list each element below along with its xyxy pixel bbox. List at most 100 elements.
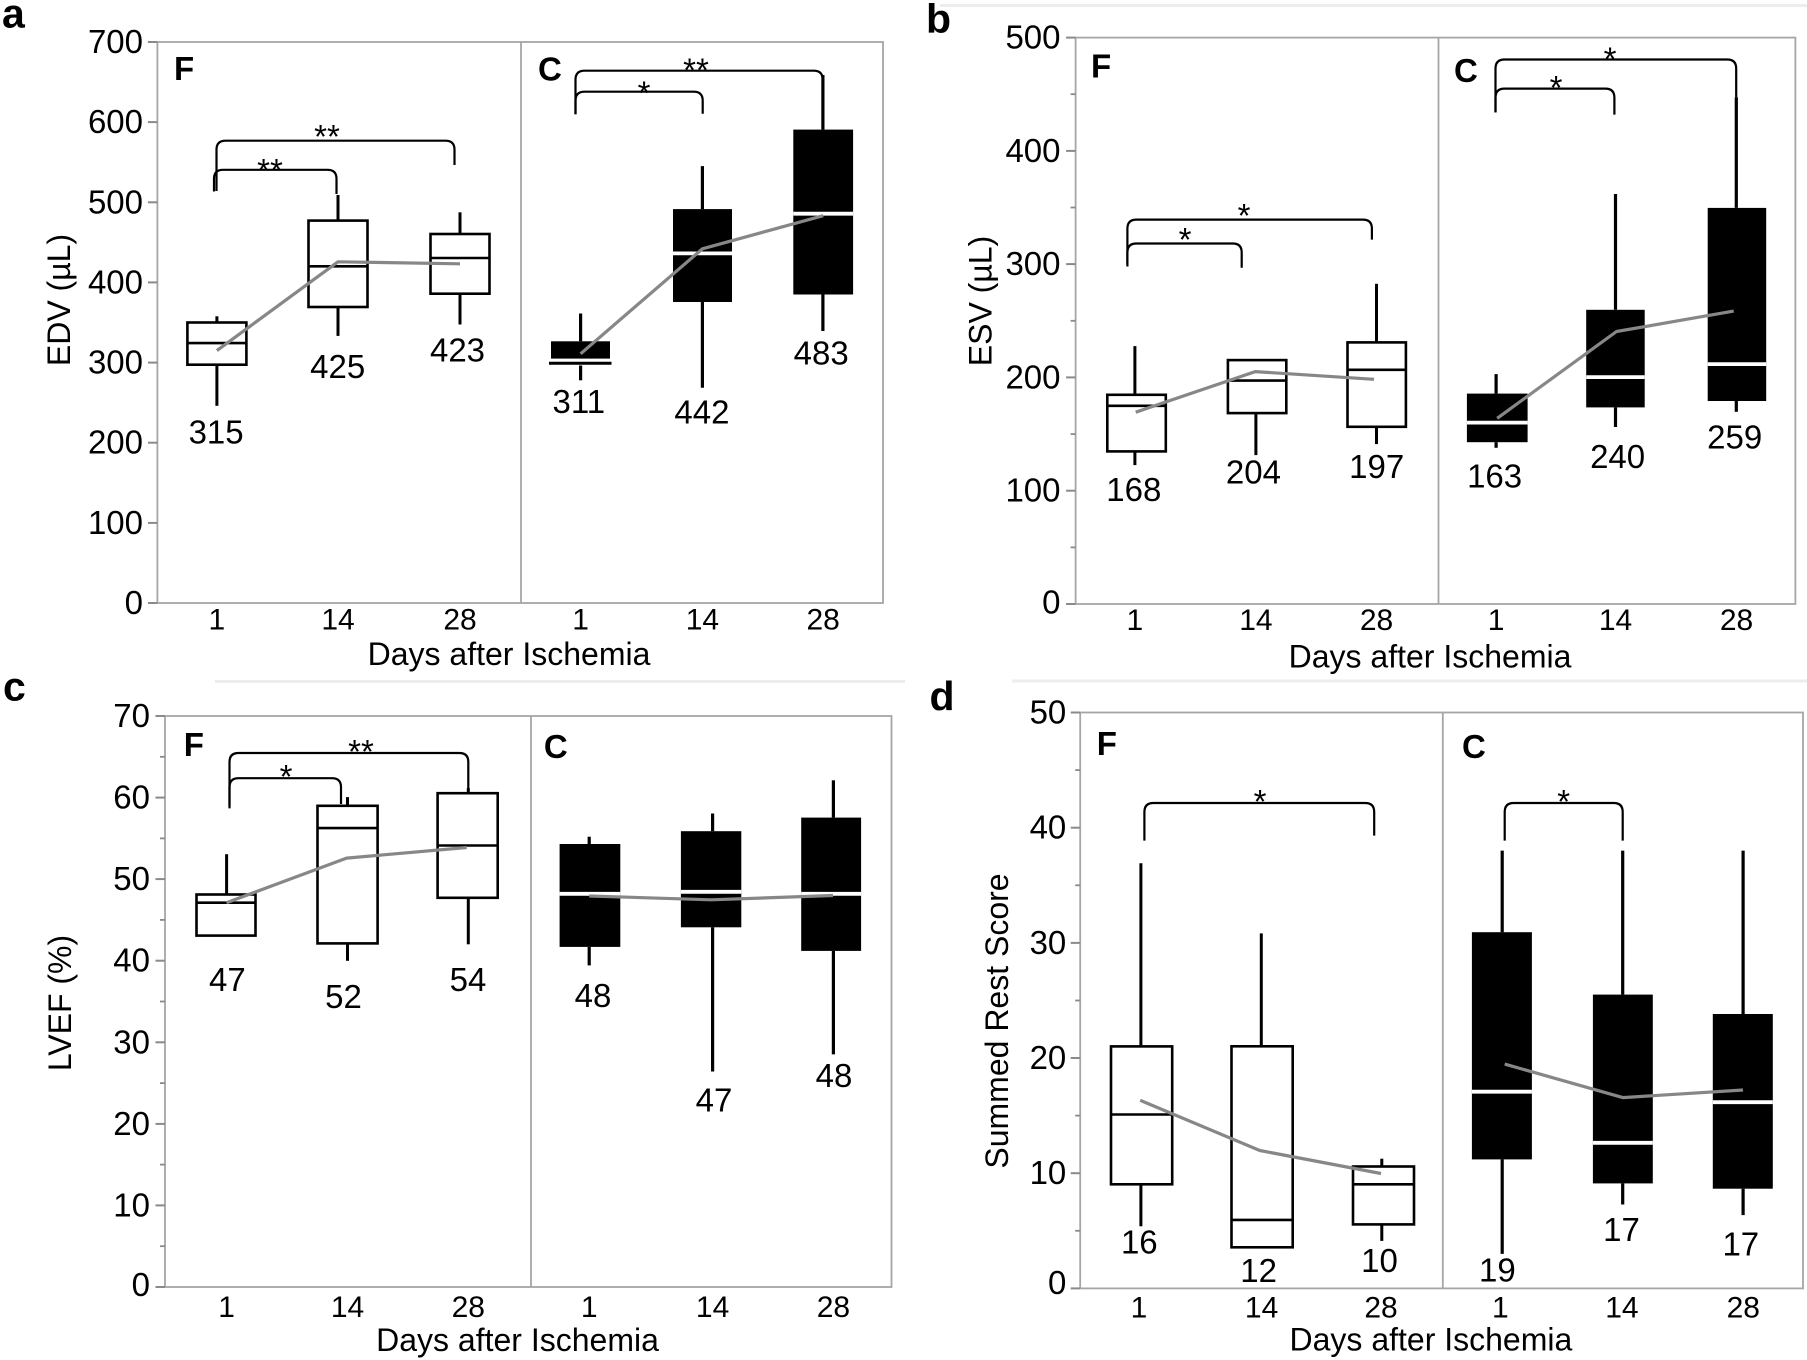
svg-text:20: 20 bbox=[113, 1105, 150, 1142]
svg-text:48: 48 bbox=[816, 1057, 853, 1094]
svg-text:200: 200 bbox=[88, 424, 143, 461]
svg-text:10: 10 bbox=[1030, 1154, 1067, 1191]
svg-text:16: 16 bbox=[1121, 1224, 1158, 1261]
svg-text:17: 17 bbox=[1603, 1211, 1640, 1248]
svg-text:50: 50 bbox=[1030, 694, 1067, 731]
svg-text:10: 10 bbox=[113, 1186, 150, 1223]
svg-text:14: 14 bbox=[1239, 604, 1272, 637]
svg-text:14: 14 bbox=[331, 1291, 364, 1324]
svg-text:**: ** bbox=[348, 733, 374, 770]
svg-text:1: 1 bbox=[572, 604, 589, 637]
svg-text:**: ** bbox=[257, 152, 283, 189]
svg-text:259: 259 bbox=[1707, 419, 1762, 456]
svg-text:C: C bbox=[1454, 52, 1478, 89]
svg-text:28: 28 bbox=[1364, 1291, 1397, 1324]
svg-text:163: 163 bbox=[1467, 458, 1522, 495]
svg-text:*: * bbox=[1550, 69, 1563, 106]
svg-text:*: * bbox=[1179, 221, 1192, 258]
svg-text:1: 1 bbox=[1131, 1291, 1148, 1324]
svg-text:**: ** bbox=[314, 118, 340, 155]
svg-text:197: 197 bbox=[1349, 448, 1404, 485]
svg-text:Days after Ischemia: Days after Ischemia bbox=[1289, 639, 1572, 675]
svg-text:LVEF (%): LVEF (%) bbox=[42, 935, 78, 1071]
svg-text:*: * bbox=[1254, 783, 1267, 820]
svg-text:17: 17 bbox=[1722, 1225, 1759, 1262]
svg-text:60: 60 bbox=[113, 779, 150, 816]
svg-text:14: 14 bbox=[1599, 604, 1632, 637]
svg-text:F: F bbox=[1097, 725, 1117, 762]
svg-text:*: * bbox=[1238, 197, 1251, 234]
svg-text:442: 442 bbox=[674, 394, 729, 431]
svg-text:1: 1 bbox=[209, 604, 226, 637]
svg-text:14: 14 bbox=[686, 604, 719, 637]
svg-text:1: 1 bbox=[1488, 604, 1505, 637]
svg-text:423: 423 bbox=[430, 332, 485, 369]
svg-text:1: 1 bbox=[1127, 604, 1144, 637]
svg-text:14: 14 bbox=[321, 604, 354, 637]
svg-text:Days after Ischemia: Days after Ischemia bbox=[368, 636, 651, 672]
svg-text:0: 0 bbox=[132, 1266, 150, 1303]
svg-text:1: 1 bbox=[581, 1291, 598, 1324]
svg-text:300: 300 bbox=[88, 344, 143, 381]
svg-text:**: ** bbox=[683, 52, 709, 89]
svg-text:50: 50 bbox=[113, 860, 150, 897]
svg-text:52: 52 bbox=[325, 978, 362, 1015]
svg-text:*: * bbox=[638, 75, 651, 112]
svg-text:12: 12 bbox=[1240, 1252, 1277, 1289]
svg-text:19: 19 bbox=[1479, 1252, 1516, 1289]
svg-text:Summed Rest Score: Summed Rest Score bbox=[979, 873, 1015, 1168]
svg-text:700: 700 bbox=[88, 23, 143, 60]
svg-text:28: 28 bbox=[443, 604, 476, 637]
svg-text:*: * bbox=[1557, 783, 1570, 820]
svg-text:30: 30 bbox=[1030, 924, 1067, 961]
svg-text:Days after Ischemia: Days after Ischemia bbox=[1290, 1322, 1573, 1358]
svg-text:400: 400 bbox=[88, 263, 143, 300]
svg-text:b: b bbox=[926, 0, 951, 42]
svg-text:28: 28 bbox=[1360, 604, 1393, 637]
svg-text:14: 14 bbox=[1245, 1291, 1278, 1324]
svg-text:28: 28 bbox=[452, 1291, 485, 1324]
svg-text:20: 20 bbox=[1030, 1039, 1067, 1076]
svg-text:70: 70 bbox=[113, 697, 150, 734]
svg-text:100: 100 bbox=[1005, 472, 1060, 509]
svg-text:48: 48 bbox=[575, 977, 612, 1014]
svg-text:Days after Ischemia: Days after Ischemia bbox=[376, 1322, 659, 1358]
svg-text:500: 500 bbox=[1005, 19, 1060, 56]
svg-text:40: 40 bbox=[1030, 809, 1067, 846]
svg-text:C: C bbox=[1462, 728, 1486, 765]
svg-text:c: c bbox=[3, 664, 26, 710]
svg-text:F: F bbox=[184, 726, 204, 763]
svg-text:C: C bbox=[538, 50, 562, 87]
svg-text:600: 600 bbox=[88, 103, 143, 140]
svg-text:0: 0 bbox=[1048, 1264, 1066, 1301]
svg-text:14: 14 bbox=[1605, 1291, 1638, 1324]
svg-text:240: 240 bbox=[1590, 438, 1645, 475]
svg-text:483: 483 bbox=[794, 334, 849, 371]
svg-text:500: 500 bbox=[88, 183, 143, 220]
svg-text:1: 1 bbox=[1492, 1291, 1509, 1324]
svg-text:30: 30 bbox=[113, 1023, 150, 1060]
svg-text:200: 200 bbox=[1005, 358, 1060, 395]
svg-text:EDV (µL): EDV (µL) bbox=[41, 234, 77, 366]
svg-text:47: 47 bbox=[209, 961, 246, 998]
svg-text:14: 14 bbox=[696, 1291, 729, 1324]
svg-text:*: * bbox=[280, 758, 293, 795]
svg-text:425: 425 bbox=[310, 348, 365, 385]
svg-text:54: 54 bbox=[450, 961, 487, 998]
svg-text:28: 28 bbox=[1720, 604, 1753, 637]
svg-text:28: 28 bbox=[817, 1291, 850, 1324]
svg-text:315: 315 bbox=[189, 413, 244, 450]
svg-text:40: 40 bbox=[113, 942, 150, 979]
svg-text:47: 47 bbox=[696, 1082, 733, 1119]
svg-text:a: a bbox=[2, 0, 26, 37]
svg-text:C: C bbox=[544, 728, 568, 765]
svg-text:204: 204 bbox=[1226, 453, 1281, 490]
svg-text:28: 28 bbox=[807, 604, 840, 637]
svg-text:311: 311 bbox=[552, 383, 605, 420]
svg-text:d: d bbox=[930, 673, 955, 719]
svg-text:0: 0 bbox=[1042, 584, 1060, 621]
svg-text:28: 28 bbox=[1727, 1291, 1760, 1324]
svg-text:400: 400 bbox=[1005, 132, 1060, 169]
svg-text:100: 100 bbox=[88, 504, 143, 541]
svg-text:ESV (µL): ESV (µL) bbox=[963, 236, 999, 366]
